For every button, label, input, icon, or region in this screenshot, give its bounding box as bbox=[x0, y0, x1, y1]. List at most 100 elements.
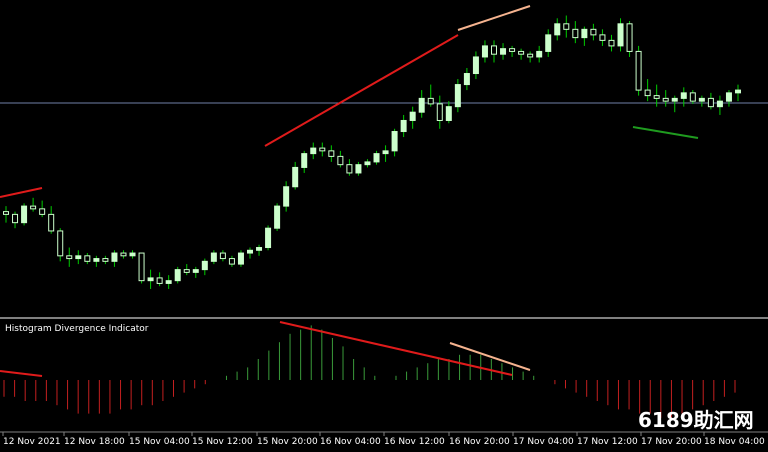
time-axis-label: 15 Nov 20:00 bbox=[257, 437, 318, 447]
candle-body bbox=[436, 103, 443, 121]
time-axis-label: 12 Nov 18:00 bbox=[64, 437, 125, 447]
candle-body bbox=[554, 23, 561, 36]
candle-body bbox=[707, 97, 714, 108]
candle-body bbox=[698, 97, 705, 102]
candle-body bbox=[364, 161, 371, 166]
candle-body bbox=[319, 147, 326, 152]
candle-body bbox=[662, 97, 669, 102]
time-axis-label: 15 Nov 12:00 bbox=[192, 437, 253, 447]
time-axis-label: 17 Nov 12:00 bbox=[577, 437, 638, 447]
candle-body bbox=[39, 208, 46, 215]
candle-body bbox=[599, 34, 606, 41]
divergence-line-bear-3 bbox=[457, 5, 531, 31]
candle-body bbox=[635, 50, 642, 91]
candle-body bbox=[418, 97, 425, 113]
candle-body bbox=[527, 53, 534, 58]
candle-body bbox=[111, 252, 118, 262]
candle-body bbox=[102, 258, 109, 262]
candle-body bbox=[337, 155, 344, 166]
candle-body bbox=[84, 255, 91, 262]
candle-body bbox=[617, 23, 624, 47]
candle-body bbox=[572, 28, 579, 39]
candle-body bbox=[228, 258, 235, 265]
candle-body bbox=[174, 269, 181, 282]
candles-group bbox=[3, 15, 741, 289]
candle-body bbox=[30, 205, 37, 210]
candle-body bbox=[301, 153, 308, 168]
divergence-line-bear-1 bbox=[0, 187, 43, 198]
candle-body bbox=[201, 260, 208, 271]
candle-body bbox=[219, 252, 226, 260]
candle-body bbox=[310, 147, 317, 155]
time-axis-label: 12 Nov 2021 bbox=[3, 437, 61, 447]
candle-body bbox=[21, 205, 28, 224]
candle-body bbox=[3, 211, 9, 215]
candle-body bbox=[147, 277, 154, 282]
candle-body bbox=[292, 166, 299, 188]
divergence-line-bear-2 bbox=[264, 34, 459, 147]
candle-body bbox=[328, 150, 335, 157]
candle-body bbox=[463, 73, 470, 86]
candle-body bbox=[283, 186, 290, 207]
candle-body bbox=[491, 45, 497, 55]
candle-body bbox=[509, 48, 516, 52]
candle-body bbox=[725, 92, 732, 102]
candle-body bbox=[644, 89, 651, 97]
candle-body bbox=[138, 252, 145, 282]
candle-body bbox=[626, 23, 633, 52]
candle-body bbox=[373, 153, 380, 163]
candle-body bbox=[210, 252, 217, 262]
candle-body bbox=[680, 92, 687, 99]
candle-body bbox=[472, 56, 479, 75]
candle-body bbox=[518, 50, 525, 55]
candle-body bbox=[400, 119, 407, 133]
candle-body bbox=[75, 255, 82, 260]
candle-body bbox=[93, 258, 100, 262]
candle-body bbox=[183, 269, 190, 273]
candle-body bbox=[274, 205, 281, 229]
candle-body bbox=[256, 247, 263, 251]
time-axis-label: 17 Nov 20:00 bbox=[641, 437, 702, 447]
histogram-group bbox=[3, 325, 736, 418]
candle-body bbox=[500, 48, 507, 55]
candle-body bbox=[735, 89, 741, 94]
candle-body bbox=[391, 131, 398, 152]
candle-body bbox=[57, 230, 64, 257]
hist-divergence-line-1 bbox=[0, 370, 43, 377]
candle-body bbox=[563, 23, 570, 30]
time-axis-label: 16 Nov 20:00 bbox=[449, 437, 510, 447]
candle-body bbox=[671, 97, 678, 102]
candle-body bbox=[237, 252, 244, 265]
candle-body bbox=[129, 252, 136, 257]
time-axis-label: 17 Nov 04:00 bbox=[513, 437, 574, 447]
hist-divergence-line-3 bbox=[449, 342, 531, 371]
candle-body bbox=[12, 213, 19, 224]
candle-body bbox=[545, 34, 552, 52]
candle-body bbox=[66, 255, 73, 260]
time-axis-label: 18 Nov 04:00 bbox=[704, 437, 765, 447]
candle-body bbox=[156, 277, 163, 284]
candle-body bbox=[247, 249, 253, 254]
candle-body bbox=[382, 150, 389, 155]
candle-body bbox=[689, 92, 696, 102]
candle-body bbox=[427, 97, 434, 105]
candle-body bbox=[608, 39, 615, 47]
hist-divergence-line-2 bbox=[279, 321, 513, 376]
candle-body bbox=[346, 164, 353, 174]
candle-body bbox=[265, 227, 272, 249]
time-axis-label: 15 Nov 04:00 bbox=[129, 437, 190, 447]
candle-body bbox=[409, 111, 416, 121]
candle-body bbox=[653, 95, 660, 99]
divergence-line-bull bbox=[632, 126, 699, 139]
time-axis-label: 16 Nov 04:00 bbox=[320, 437, 381, 447]
watermark: 6189助汇网 bbox=[638, 408, 754, 432]
candle-body bbox=[355, 164, 362, 174]
indicator-pane[interactable]: Histogram Divergence Indicator bbox=[0, 321, 736, 418]
candle-body bbox=[581, 28, 588, 39]
candle-body bbox=[445, 106, 452, 121]
price-pane[interactable] bbox=[0, 5, 768, 289]
candle-body bbox=[481, 45, 488, 58]
candle-body bbox=[536, 50, 543, 58]
